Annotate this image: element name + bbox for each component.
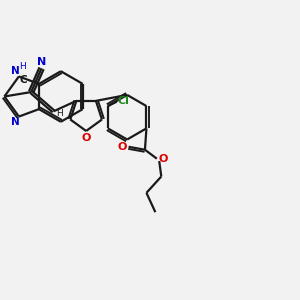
Text: C: C bbox=[20, 75, 28, 85]
Text: H: H bbox=[19, 61, 26, 70]
Text: O: O bbox=[158, 154, 167, 164]
Text: Cl: Cl bbox=[117, 96, 129, 106]
Text: O: O bbox=[118, 142, 127, 152]
Text: N: N bbox=[37, 57, 46, 67]
Text: O: O bbox=[82, 133, 91, 142]
Text: N: N bbox=[11, 66, 20, 76]
Text: H: H bbox=[57, 109, 63, 118]
Text: N: N bbox=[11, 117, 20, 127]
